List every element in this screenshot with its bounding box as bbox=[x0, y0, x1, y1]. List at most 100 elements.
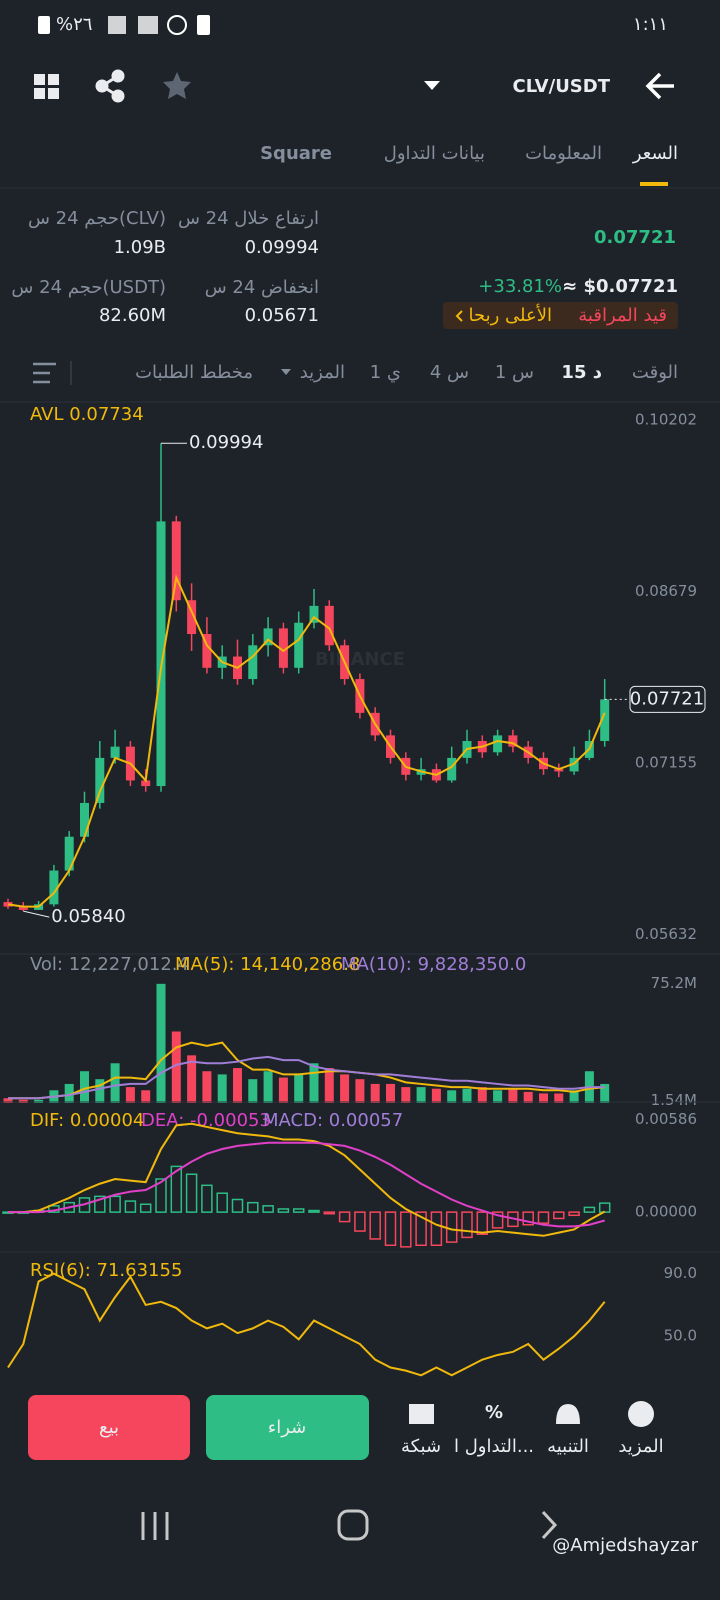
last-price-box bbox=[629, 685, 706, 713]
max-label: 0.09994 bbox=[189, 432, 263, 453]
favorite-icon[interactable] bbox=[163, 72, 191, 99]
volume-bar bbox=[523, 1091, 533, 1103]
candle-body bbox=[309, 605, 319, 623]
candle-body bbox=[263, 628, 273, 646]
macd-bar bbox=[338, 1211, 351, 1223]
volume-bar bbox=[340, 1074, 350, 1103]
nav-back[interactable] bbox=[541, 1510, 558, 1540]
tab[interactable]: السعر bbox=[632, 143, 678, 164]
timeframe[interactable]: مخطط الطلبات bbox=[135, 362, 253, 383]
action-label[interactable]: التداول ا... bbox=[454, 1436, 534, 1457]
candle-body bbox=[554, 769, 564, 772]
back-button[interactable] bbox=[645, 72, 674, 100]
candle-body bbox=[324, 605, 334, 646]
timeframe[interactable]: 1 س bbox=[495, 362, 534, 383]
volume-bar bbox=[125, 1087, 135, 1103]
last-price-label: 0.07721 bbox=[630, 688, 704, 709]
pair-title[interactable]: CLV/USDT bbox=[512, 76, 610, 97]
last-price: 0.07721 bbox=[594, 227, 676, 248]
volume-bar bbox=[370, 1083, 380, 1103]
candle-body bbox=[569, 757, 579, 772]
candle-body bbox=[493, 735, 503, 753]
nav-bar bbox=[141, 1509, 558, 1541]
timeframe[interactable]: الوقت bbox=[632, 362, 678, 383]
action-label[interactable]: المزيد bbox=[618, 1436, 663, 1457]
candle-body bbox=[294, 622, 304, 668]
alert-icon[interactable] bbox=[556, 1404, 580, 1424]
share-icon[interactable] bbox=[95, 69, 125, 103]
macd-bar bbox=[262, 1205, 274, 1213]
timeframe[interactable]: 4 س bbox=[430, 362, 469, 383]
more-icon[interactable] bbox=[628, 1401, 654, 1427]
y-tick-label: 1.54M bbox=[651, 1091, 697, 1109]
status-time: ١:١١ bbox=[633, 14, 668, 35]
alarm-icon bbox=[167, 15, 187, 35]
stat-label: ارتفاع خلال 24 س bbox=[178, 208, 319, 229]
volume-bar bbox=[386, 1083, 395, 1103]
volume-bar bbox=[294, 1074, 304, 1103]
candle-body bbox=[95, 757, 105, 803]
volume-bar bbox=[493, 1090, 503, 1103]
volume-bar bbox=[324, 1068, 334, 1103]
volume-bar bbox=[3, 1098, 13, 1103]
candle-body bbox=[3, 902, 13, 907]
settings-icon[interactable] bbox=[33, 362, 56, 384]
macd-bar bbox=[323, 1211, 336, 1215]
volume-bar bbox=[416, 1087, 426, 1103]
y-tick-label: 0.08679 bbox=[635, 582, 697, 600]
macd-bar bbox=[430, 1211, 443, 1247]
candle-body bbox=[110, 746, 120, 758]
macd-bar bbox=[124, 1200, 137, 1213]
volume-bar bbox=[431, 1088, 441, 1103]
macd-bar bbox=[277, 1208, 290, 1213]
stat-label: حجم 24 س(USDT) bbox=[11, 277, 166, 298]
legend-entry: RSI(6): 71.63155 bbox=[30, 1260, 182, 1281]
macd-bar bbox=[216, 1192, 228, 1213]
action-label[interactable]: شبكة bbox=[401, 1436, 441, 1457]
timeframe[interactable]: المزيد bbox=[300, 362, 345, 383]
battery-icon bbox=[197, 15, 210, 35]
macd-bar bbox=[354, 1211, 366, 1232]
buy-button[interactable] bbox=[206, 1395, 369, 1460]
macd-bar bbox=[476, 1211, 489, 1235]
action-label[interactable]: التنبيه bbox=[547, 1436, 589, 1457]
candle-body bbox=[171, 521, 181, 601]
volume-bar bbox=[263, 1071, 273, 1103]
macd-bar bbox=[308, 1209, 320, 1213]
macd-bar bbox=[568, 1211, 580, 1217]
watermark: @Amjedshayzar bbox=[552, 1535, 698, 1556]
y-tick-label: 50.0 bbox=[664, 1327, 697, 1345]
grid-icon[interactable] bbox=[34, 74, 59, 99]
stat-value: 0.05671 bbox=[245, 305, 319, 326]
pair-dropdown[interactable] bbox=[424, 81, 440, 90]
timeframe[interactable]: 15 د bbox=[561, 362, 602, 383]
tab[interactable]: Square bbox=[260, 143, 332, 164]
stat-label: انخفاض 24 س bbox=[205, 277, 319, 298]
macd-bar bbox=[553, 1211, 565, 1220]
macd-bar bbox=[63, 1201, 75, 1213]
tab[interactable]: بيانات التداول bbox=[384, 143, 485, 164]
sell-button[interactable] bbox=[28, 1395, 190, 1460]
y-tick-label: 0.05632 bbox=[635, 925, 697, 943]
candle-body bbox=[187, 600, 197, 635]
macd-bar bbox=[185, 1173, 198, 1213]
volume-bar bbox=[355, 1079, 365, 1103]
macd-bar bbox=[491, 1211, 504, 1229]
grid-bot-icon[interactable] bbox=[409, 1404, 434, 1424]
macd-bar bbox=[369, 1211, 381, 1240]
tab[interactable]: المعلومات bbox=[525, 143, 602, 164]
status-icon bbox=[38, 16, 50, 34]
y-tick-label: 0.10202 bbox=[635, 410, 697, 428]
nav-home[interactable] bbox=[337, 1509, 369, 1541]
macd-bar bbox=[109, 1195, 121, 1213]
y-tick-label: 90.0 bbox=[664, 1264, 697, 1282]
tag-box[interactable] bbox=[443, 302, 678, 329]
volume-bar bbox=[569, 1090, 579, 1103]
volume-bar bbox=[187, 1055, 197, 1103]
nav-recent[interactable] bbox=[141, 1512, 169, 1540]
timeframe[interactable]: 1 ي bbox=[370, 362, 401, 383]
trade-icon[interactable]: % bbox=[485, 1402, 503, 1423]
macd-bar bbox=[201, 1184, 213, 1213]
